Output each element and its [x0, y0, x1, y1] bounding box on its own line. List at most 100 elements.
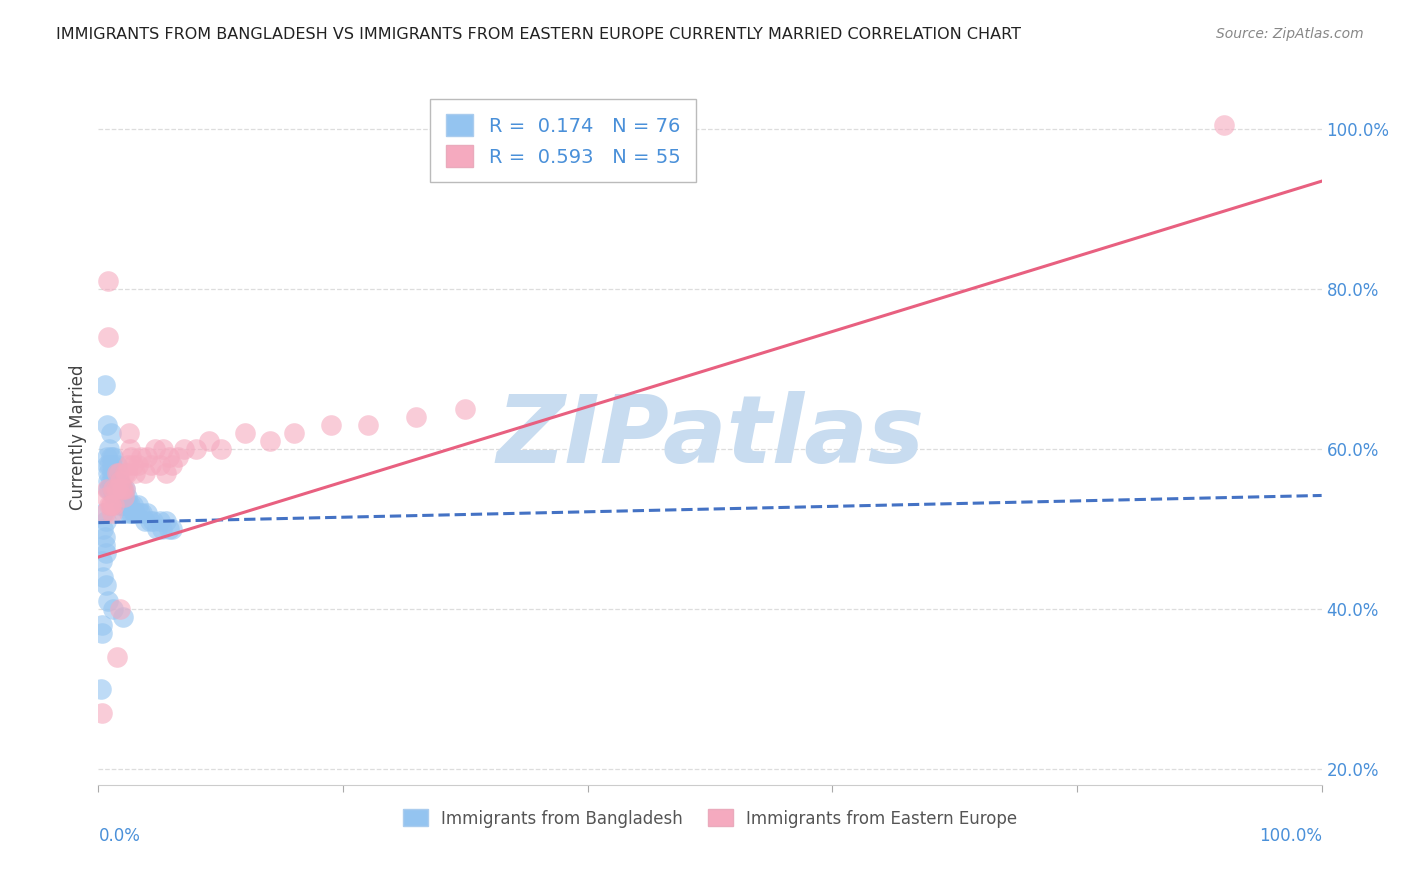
Point — [112, 490, 135, 504]
Point — [146, 522, 169, 536]
Point — [90, 681, 112, 696]
Point — [105, 650, 128, 665]
Point — [356, 418, 378, 433]
Point — [96, 450, 118, 464]
Point — [91, 554, 114, 568]
Point — [100, 498, 122, 512]
Point — [111, 482, 134, 496]
Point — [160, 458, 183, 472]
Point — [103, 482, 125, 496]
Point — [104, 490, 127, 504]
Point — [100, 426, 122, 441]
Point — [97, 474, 120, 488]
Point — [157, 522, 180, 536]
Point — [97, 482, 120, 496]
Point — [110, 474, 132, 488]
Point — [97, 330, 120, 344]
Point — [149, 458, 172, 472]
Point — [94, 490, 117, 504]
Point — [101, 458, 124, 472]
Point — [110, 498, 132, 512]
Point — [117, 498, 139, 512]
Point — [233, 426, 256, 441]
Point — [209, 442, 232, 456]
Point — [93, 530, 115, 544]
Point — [111, 482, 134, 496]
Point — [127, 458, 149, 472]
Point — [96, 482, 118, 496]
Point — [110, 602, 132, 616]
Point — [104, 474, 127, 488]
Point — [157, 450, 180, 464]
Point — [114, 482, 136, 496]
Point — [105, 490, 128, 504]
Point — [101, 482, 124, 496]
Point — [111, 482, 134, 496]
Point — [149, 514, 172, 528]
Point — [107, 482, 129, 496]
Point — [155, 466, 177, 480]
Point — [96, 418, 118, 433]
Point — [129, 506, 152, 520]
Point — [121, 458, 143, 472]
Point — [115, 466, 138, 480]
Point — [115, 490, 138, 504]
Point — [152, 442, 174, 456]
Point — [96, 458, 118, 472]
Point — [405, 410, 427, 425]
Point — [91, 618, 114, 632]
Point — [120, 442, 142, 456]
Point — [100, 474, 122, 488]
Point — [104, 482, 127, 496]
Point — [105, 458, 128, 472]
Point — [111, 610, 134, 624]
Point — [129, 450, 152, 464]
Point — [100, 450, 122, 464]
Point — [94, 514, 117, 528]
Point — [122, 506, 145, 520]
Point — [91, 706, 114, 720]
Point — [319, 418, 342, 433]
Point — [93, 506, 115, 520]
Point — [131, 506, 153, 520]
Point — [101, 482, 124, 496]
Point — [98, 458, 121, 472]
Point — [107, 466, 129, 480]
Text: 100.0%: 100.0% — [1258, 827, 1322, 845]
Point — [454, 402, 477, 417]
Point — [111, 498, 134, 512]
Point — [134, 514, 156, 528]
Point — [97, 594, 120, 608]
Point — [143, 442, 166, 456]
Point — [100, 498, 122, 512]
Point — [117, 458, 139, 472]
Point — [94, 578, 117, 592]
Point — [124, 466, 146, 480]
Point — [98, 442, 121, 456]
Text: ZIPatlas: ZIPatlas — [496, 391, 924, 483]
Point — [160, 522, 183, 536]
Point — [101, 506, 124, 520]
Point — [114, 482, 136, 496]
Text: Source: ZipAtlas.com: Source: ZipAtlas.com — [1216, 27, 1364, 41]
Point — [139, 514, 162, 528]
Point — [91, 506, 114, 520]
Text: 0.0%: 0.0% — [98, 827, 141, 845]
Point — [124, 506, 146, 520]
Point — [91, 570, 114, 584]
Point — [110, 482, 132, 496]
Point — [134, 466, 156, 480]
Point — [259, 434, 281, 448]
Point — [103, 466, 125, 480]
Point — [283, 426, 305, 441]
Point — [103, 490, 125, 504]
Point — [120, 498, 142, 512]
Point — [114, 466, 136, 480]
Point — [127, 498, 149, 512]
Point — [108, 490, 131, 504]
Point — [94, 546, 117, 560]
Point — [120, 450, 142, 464]
Point — [1212, 118, 1234, 132]
Point — [93, 378, 115, 392]
Point — [91, 626, 114, 640]
